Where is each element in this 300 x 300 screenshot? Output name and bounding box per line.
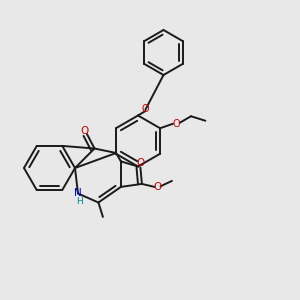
Text: O: O xyxy=(136,158,145,169)
Text: O: O xyxy=(173,119,180,129)
Text: O: O xyxy=(80,126,89,136)
Text: O: O xyxy=(142,104,149,115)
Text: N: N xyxy=(74,188,82,199)
Text: O: O xyxy=(153,182,162,192)
Text: H: H xyxy=(76,196,83,206)
